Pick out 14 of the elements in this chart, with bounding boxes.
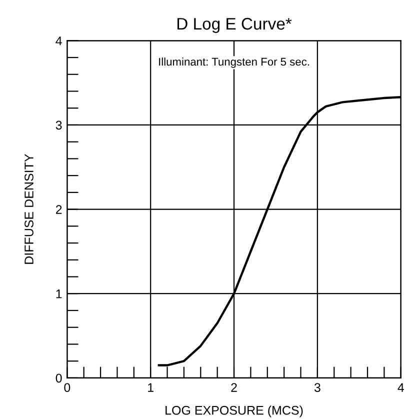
annotation: Illuminant: Tungsten For 5 sec. [159,58,309,68]
y-tick-label: 4 [56,36,62,46]
chart-title: D Log E Curve* [177,18,292,33]
y-axis-title: DIFFUSE DENSITY [24,154,34,264]
y-tick-label: 0 [56,374,62,383]
y-tick-label: 2 [56,205,62,214]
y-tick-label: 3 [56,120,62,130]
x-tick-label: 4 [398,383,404,392]
x-tick-label: 3 [314,383,320,392]
x-axis-title: LOG EXPOSURE (MCS) [166,406,303,418]
x-tick-label: 1 [148,383,154,392]
y-tick-label: 1 [56,290,62,298]
x-tick-label: 0 [64,383,70,392]
x-tick-label: 2 [231,383,237,392]
